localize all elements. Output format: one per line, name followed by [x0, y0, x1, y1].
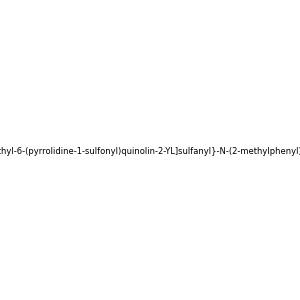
Text: 2-{[4-Methyl-6-(pyrrolidine-1-sulfonyl)quinolin-2-YL]sulfanyl}-N-(2-methylphenyl: 2-{[4-Methyl-6-(pyrrolidine-1-sulfonyl)q… — [0, 147, 300, 156]
